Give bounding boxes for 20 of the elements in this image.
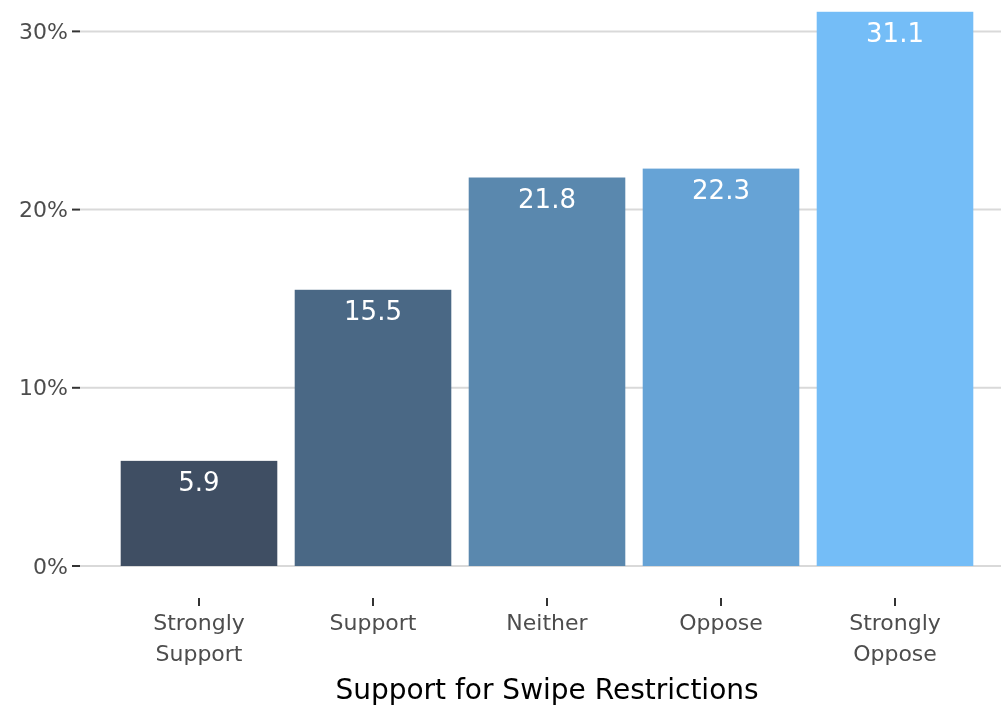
x-tick-label: Support — [329, 610, 417, 635]
bar — [468, 177, 626, 566]
bar — [120, 460, 278, 566]
x-tick-label: Neither — [506, 610, 589, 635]
x-tick-label: Strongly Oppose — [849, 610, 941, 666]
data-label: 31.1 — [866, 17, 924, 48]
y-tick-label: 0% — [33, 553, 68, 579]
bar — [816, 11, 974, 566]
y-tick-label: 20% — [19, 197, 68, 223]
bar — [642, 168, 800, 566]
y-tick-label: 10% — [19, 375, 68, 401]
data-label: 5.9 — [178, 466, 220, 497]
data-label: 15.5 — [344, 295, 402, 326]
data-label: 21.8 — [518, 183, 576, 214]
x-axis-title: Support for Swipe Restrictions — [335, 673, 759, 706]
x-tick-label: Oppose — [679, 610, 763, 635]
data-label: 22.3 — [692, 174, 750, 205]
y-tick-label: 30% — [19, 19, 68, 45]
x-tick-label: Strongly Support — [153, 610, 245, 666]
bar — [294, 289, 452, 566]
